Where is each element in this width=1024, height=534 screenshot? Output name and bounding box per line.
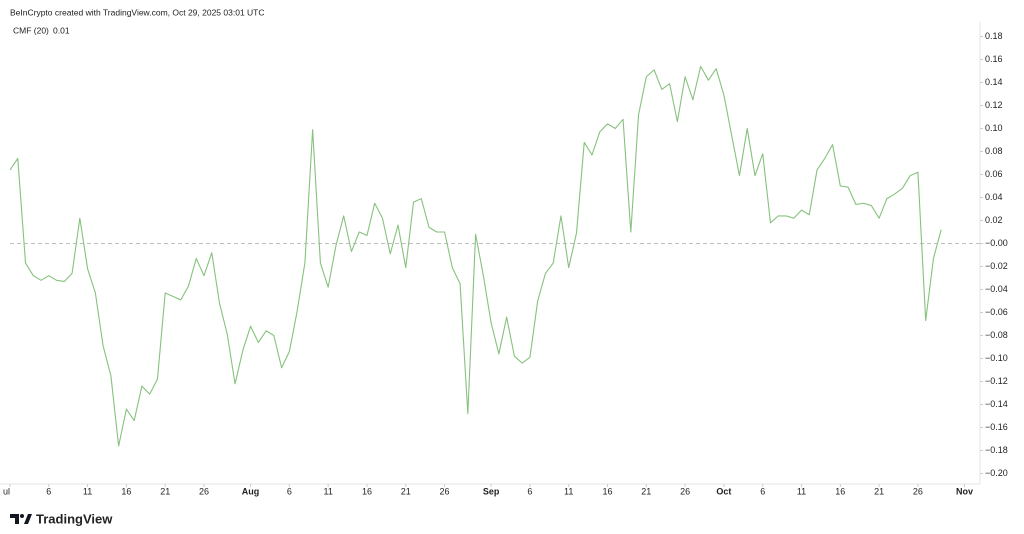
y-tick-label: 0.02 (985, 215, 1003, 225)
y-tick-label: 0.10 (985, 123, 1003, 133)
x-tick-label: 11 (564, 486, 573, 496)
x-tick-label: 16 (835, 486, 845, 496)
y-tick-label: 0.08 (985, 146, 1003, 156)
x-tick-label: 21 (401, 486, 411, 496)
y-tick-label: 0.16 (985, 54, 1003, 64)
x-tick-label: 6 (527, 486, 532, 496)
x-tick-label: 21 (641, 486, 651, 496)
x-tick-label: ul (3, 486, 10, 496)
x-tick-label: 11 (323, 486, 332, 496)
x-tick-label: Oct (716, 486, 731, 496)
x-tick-label: Aug (242, 486, 260, 496)
x-tick-label: 16 (121, 486, 131, 496)
brand-logo (10, 514, 32, 524)
x-tick-label: 11 (83, 486, 92, 496)
brand: TradingView (36, 511, 113, 526)
x-tick-label: 26 (440, 486, 450, 496)
y-tick-label: −0.04 (985, 284, 1008, 294)
y-tick-label: −0.14 (985, 399, 1008, 409)
x-tick-label: 16 (603, 486, 613, 496)
y-tick-label: −0.10 (985, 353, 1008, 363)
y-tick-label: −0.16 (985, 422, 1008, 432)
legend-name: CMF (20) (13, 25, 49, 35)
y-tick-label: −0.20 (985, 468, 1008, 478)
x-tick-label: 6 (760, 486, 765, 496)
y-tick-label: −0.12 (985, 376, 1008, 386)
x-tick-label: 6 (46, 486, 51, 496)
y-tick-label: 0.18 (985, 31, 1003, 41)
y-tick-label: 0.14 (985, 77, 1003, 87)
x-tick-label: Nov (956, 486, 973, 496)
x-tick-label: 6 (287, 486, 292, 496)
cmf-line (9, 65, 942, 447)
x-tick-label: 21 (874, 486, 884, 496)
x-tick-label: Sep (483, 486, 500, 496)
x-tick-label: 26 (680, 486, 690, 496)
x-tick-label: 26 (199, 486, 209, 496)
y-tick-label: −0.08 (985, 330, 1008, 340)
legend-value: 0.01 (53, 25, 70, 35)
y-tick-label: −0.02 (985, 261, 1008, 271)
x-tick-label: 11 (797, 486, 806, 496)
x-tick-label: 26 (913, 486, 923, 496)
y-tick-label: −0.18 (985, 445, 1008, 455)
x-tick-label: 21 (160, 486, 170, 496)
x-tick-label: 16 (362, 486, 372, 496)
header: BeInCrypto created with TradingView.com,… (10, 7, 265, 17)
y-tick-label: 0.06 (985, 169, 1003, 179)
y-tick-label: 0.12 (985, 100, 1003, 110)
y-tick-label: −0.06 (985, 307, 1008, 317)
y-tick-label: −0.00 (985, 238, 1008, 248)
y-tick-label: 0.04 (985, 192, 1003, 202)
